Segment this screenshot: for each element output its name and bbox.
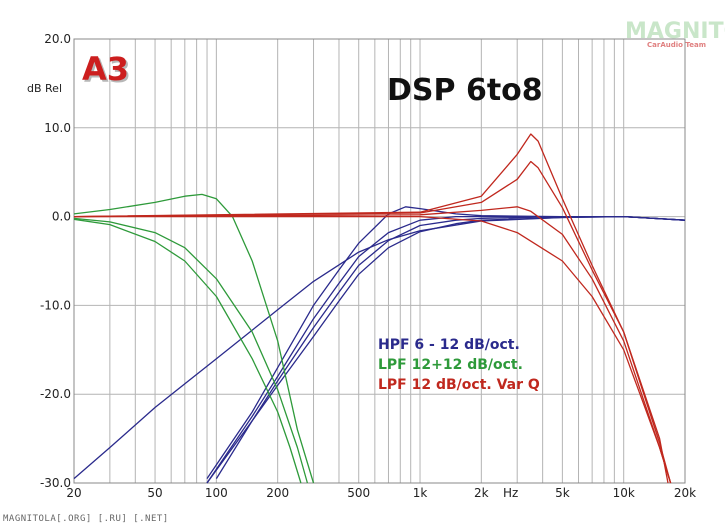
- y-tick-labels: 20.0 10.0 0.0 -10.0 -20.0 -30.0: [40, 32, 71, 490]
- a3-badge-shadow: A3: [84, 52, 131, 90]
- y-tick-label: 20.0: [44, 32, 71, 46]
- x-tick-label: 20: [66, 486, 81, 500]
- series-line: [73, 160, 672, 484]
- x-tick-label: 500: [347, 486, 370, 500]
- footer-text: MAGNITOLA[.ORG] [.RU] [.NET]: [3, 514, 169, 524]
- y-tick-label: 0.0: [52, 210, 71, 224]
- x-tick-labels: 20 50 100 200 500 1k 2k 5k 10k 20k: [66, 486, 696, 500]
- x-tick-label: 10k: [613, 486, 635, 500]
- series-line: [73, 217, 309, 484]
- y-axis-label: dB Rel: [27, 82, 62, 95]
- x-tick-label: 5k: [555, 486, 570, 500]
- legend: HPF 6 - 12 dB/oct. LPF 12+12 dB/oct. LPF 1…: [378, 337, 540, 393]
- a3-badge-text: A3: [82, 50, 129, 88]
- y-tick-label: 10.0: [44, 121, 71, 135]
- series-line: [74, 215, 672, 484]
- series-line: [73, 218, 302, 484]
- y-tick-label: -30.0: [40, 476, 71, 490]
- watermark-sub: CarAudio Team: [647, 41, 706, 49]
- watermark-main: MAGNITOLA: [625, 19, 725, 44]
- x-tick-label: 200: [266, 486, 289, 500]
- series-line: [215, 215, 686, 479]
- x-tick-label: 1k: [413, 486, 428, 500]
- grid: [73, 38, 686, 484]
- legend-entry: HPF 6 - 12 dB/oct.: [378, 337, 520, 353]
- x-tick-label: 20k: [674, 486, 696, 500]
- chart-title: DSP 6to8: [387, 73, 543, 108]
- plot-frame: [73, 38, 686, 484]
- y-tick-label: -20.0: [40, 387, 71, 401]
- x-tick-label: 2k: [474, 486, 489, 500]
- legend-entry: LPF 12 dB/oct. Var Q: [378, 377, 540, 393]
- series-line: [73, 133, 669, 484]
- x-tick-label: 100: [205, 486, 228, 500]
- y-tick-label: -10.0: [40, 298, 71, 312]
- legend-entry: LPF 12+12 dB/oct.: [378, 357, 523, 373]
- watermark-logo: MAGNITOLA CarAudio Team: [625, 19, 725, 49]
- x-tick-label: 50: [147, 486, 162, 500]
- series-line: [73, 206, 672, 484]
- x-axis-label: Hz: [503, 486, 518, 500]
- series-lines: [73, 133, 686, 484]
- a3-badge: A3 A3: [82, 50, 131, 90]
- series-line: [206, 206, 686, 479]
- series-line: [73, 193, 315, 484]
